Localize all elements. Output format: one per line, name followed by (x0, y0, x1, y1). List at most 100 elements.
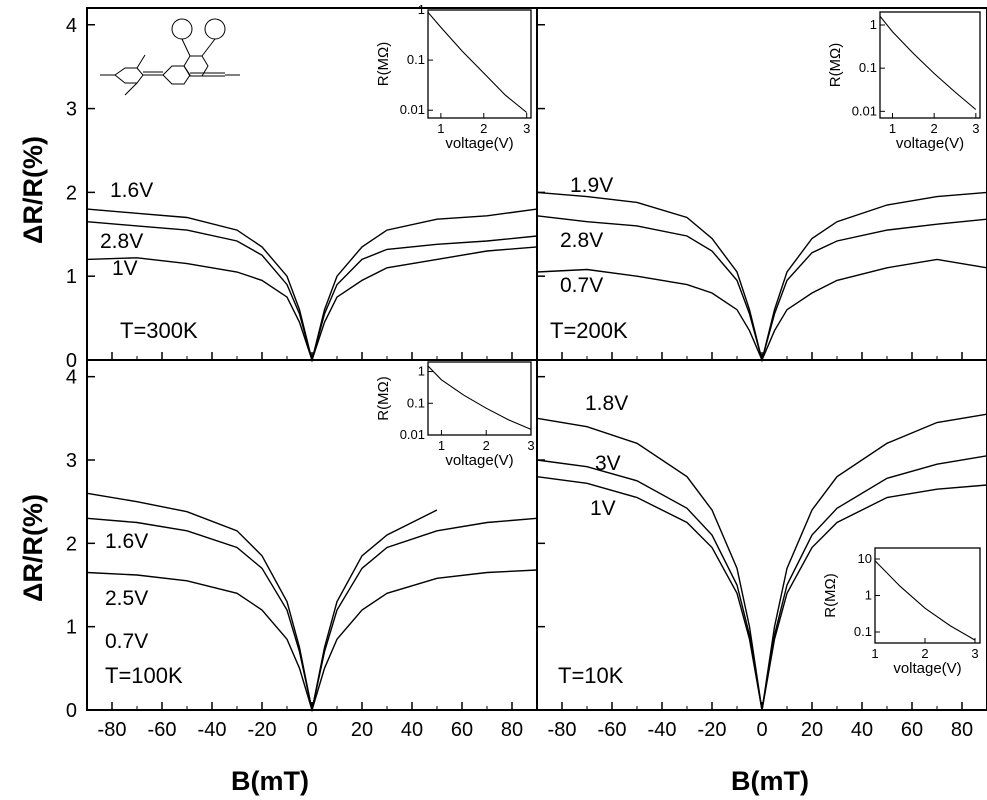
inset-frame (427, 361, 532, 436)
series-label: 0.7V (560, 274, 603, 297)
inset-curve (874, 560, 976, 641)
x-tick-label: 0 (306, 719, 317, 741)
x-tick-label: -60 (148, 719, 177, 741)
inset-x-tick-label: 3 (972, 121, 979, 136)
y-tick-label: 1 (66, 266, 77, 288)
x-tick-label: -20 (698, 719, 727, 741)
x-axis-label-right: B(mT) (731, 766, 809, 796)
series-label: 2.5V (105, 587, 148, 610)
inset-y-tick-label: 1 (865, 588, 872, 603)
inset-frame (427, 9, 532, 119)
y-tick-label: 3 (66, 99, 77, 121)
inset-y-label: R(MΩ) (375, 376, 392, 421)
inset-x-tick-label: 1 (437, 121, 444, 136)
series-label: 1.8V (585, 392, 628, 415)
inset-x-tick-label: 1 (871, 646, 878, 661)
y-tick-label: 4 (66, 367, 77, 389)
y-tick-label: 3 (66, 450, 77, 472)
inset-x-label: voltage(V) (896, 135, 964, 152)
series-line-0.7V (86, 569, 538, 713)
x-tick-label: 20 (801, 719, 823, 741)
series-label: 2.8V (560, 229, 603, 252)
x-tick-label: -20 (248, 719, 277, 741)
inset-x-label: voltage(V) (445, 135, 513, 152)
inset-x-tick-label: 3 (527, 438, 534, 453)
inset-x-tick-label: 1 (438, 438, 445, 453)
panel-bottom-right: -80 -60 -40 -20 0 20 40 60 80 1.8V 3V 1V T=10K 1 2 3 0.1… (536, 359, 987, 741)
inset-y-tick-label: 0.1 (407, 52, 425, 67)
inset-x-tick-label: 2 (483, 438, 490, 453)
inset-y-tick-label: 0.01 (852, 103, 877, 118)
y-tick-label: 2 (66, 533, 77, 555)
x-axis-label-left: B(mT) (231, 766, 309, 796)
inset-x-tick-label: 2 (931, 121, 938, 136)
inset-y-label: R(MΩ) (375, 42, 392, 87)
inset-x-tick-label: 2 (480, 121, 487, 136)
y-axis-label-top: ΔR/R(%) (18, 136, 48, 244)
x-tick-label: 80 (951, 719, 973, 741)
series-label: 2.8V (100, 230, 143, 253)
x-tick-label: 80 (501, 719, 523, 741)
inset-y-tick-label: 10 (858, 551, 872, 566)
x-tick-label: -60 (598, 719, 627, 741)
x-tick-label: 60 (451, 719, 473, 741)
inset-x-label: voltage(V) (445, 452, 513, 469)
inset-x-label: voltage(V) (893, 660, 961, 677)
inset-y-tick-label: 1 (418, 2, 425, 17)
y-tick-label: 0 (66, 350, 77, 372)
y-tick-label: 1 (66, 617, 77, 639)
x-tick-label: -40 (198, 719, 227, 741)
x-tick-label: 40 (401, 719, 423, 741)
series-label: 1.6V (105, 530, 148, 553)
y-tick-label: 2 (66, 182, 77, 204)
series-label: 0.7V (105, 630, 148, 653)
temperature-label: T=300K (120, 318, 198, 343)
inset-curve (427, 11, 528, 113)
x-tick-label: -40 (648, 719, 677, 741)
x-tick-label: -80 (548, 719, 577, 741)
inset-curve (427, 365, 532, 430)
y-axis-label-bottom: ΔR/R(%) (18, 494, 48, 602)
temperature-label: T=100K (105, 663, 183, 688)
y-tick-label: 4 (66, 15, 77, 37)
series-label: 1V (112, 257, 138, 280)
x-tick-label: 40 (851, 719, 873, 741)
inset-frame (874, 547, 981, 644)
inset-y-tick-label: 0.1 (407, 395, 425, 410)
x-tick-label: -80 (98, 719, 127, 741)
inset-x-tick-label: 3 (523, 121, 530, 136)
series-label: 3V (595, 452, 621, 475)
temperature-label: T=10K (558, 663, 624, 688)
x-tick-label: 20 (351, 719, 373, 741)
series-line-1V (536, 476, 987, 711)
series-label: 1.6V (110, 179, 153, 202)
series-label: 1V (590, 497, 616, 520)
molecule-structure (100, 18, 240, 96)
inset-y-tick-label: 0.1 (854, 624, 872, 639)
inset-y-tick-label: 1 (418, 364, 425, 379)
inset-x-tick-label: 2 (921, 646, 928, 661)
inset-y-tick-label: 0.1 (859, 60, 877, 75)
series-label: 1.9V (570, 174, 613, 197)
inset-x-tick-label: 1 (889, 121, 896, 136)
temperature-label: T=200K (550, 318, 628, 343)
panel-bottom-left: -80 -60 -40 -20 0 20 40 60 80 0 1 2 3 4 1.6V 2.5V 0.7V T=… (66, 359, 538, 741)
inset-bottom-right: 1 2 3 0.1 1 10 voltage(V) R(MΩ) (822, 547, 981, 677)
inset-y-tick-label: 1 (870, 17, 877, 32)
inset-y-label: R(MΩ) (827, 43, 844, 88)
y-tick-label: 0 (66, 700, 77, 722)
series-line-0.7V (536, 258, 987, 362)
x-tick-label: 0 (756, 719, 767, 741)
inset-frame (879, 11, 981, 119)
inset-curve (879, 15, 977, 110)
inset-x-tick-label: 3 (971, 646, 978, 661)
inset-y-tick-label: 0.01 (400, 427, 425, 442)
inset-y-tick-label: 0.01 (400, 102, 425, 117)
x-tick-label: 60 (901, 719, 923, 741)
